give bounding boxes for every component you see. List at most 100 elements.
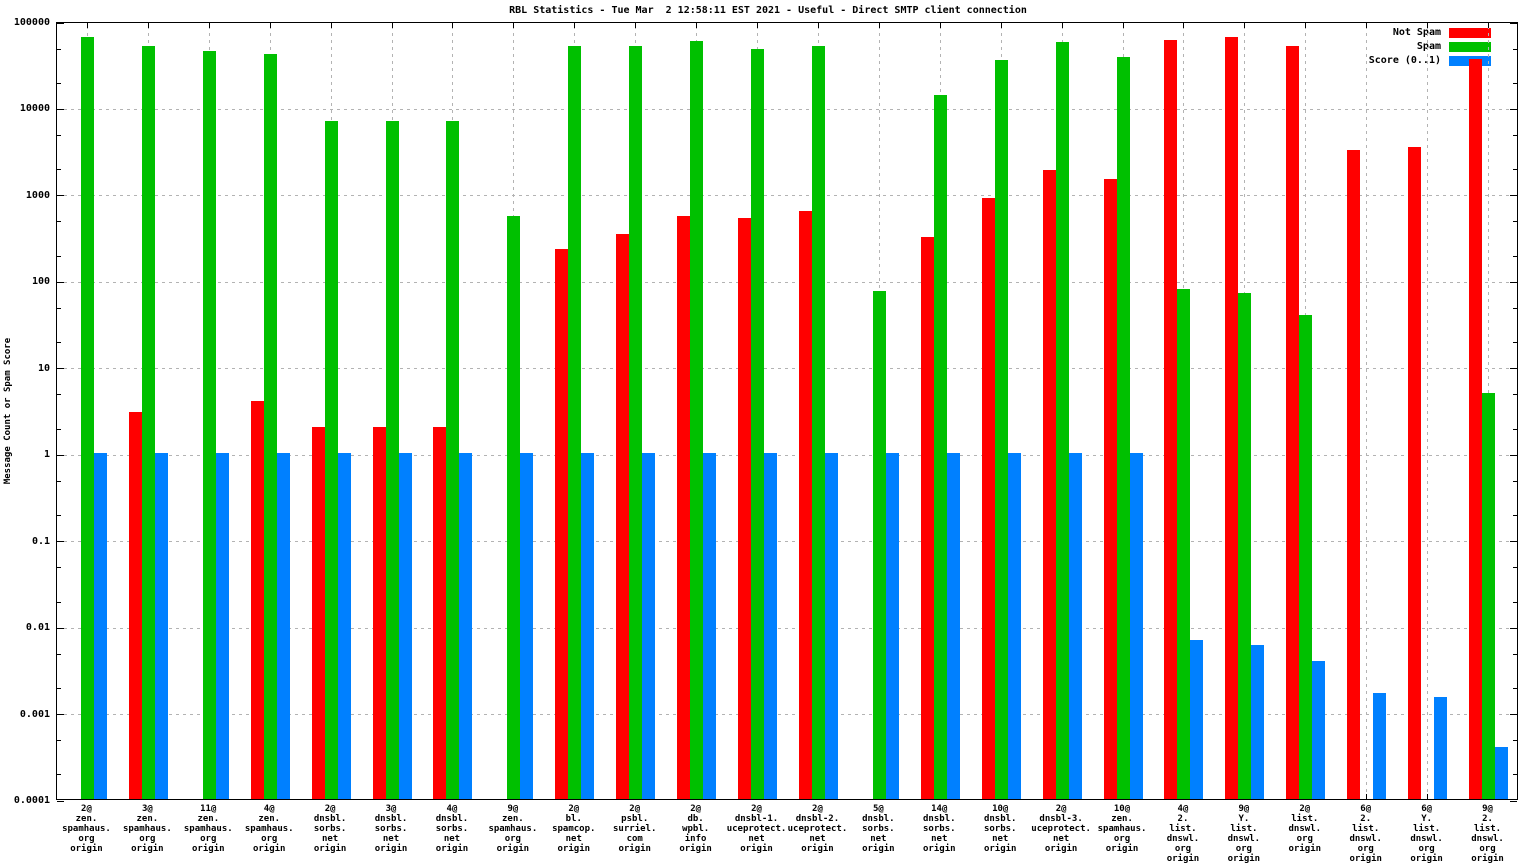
y-gridline: [57, 195, 1517, 197]
y-minor-tick: [1513, 134, 1517, 136]
y-minor-tick: [57, 255, 61, 257]
y-minor-tick: [57, 515, 61, 517]
x-category-label: 6@ Y. list. dnswl. org origin: [1410, 804, 1443, 864]
bar-score: [459, 453, 473, 799]
y-major-tick: [1510, 195, 1517, 197]
x-tick: [1366, 794, 1368, 799]
y-minor-tick: [1513, 394, 1517, 396]
x-tick: [817, 23, 819, 28]
bar-spam: [872, 291, 886, 799]
bar-score: [1007, 453, 1021, 799]
x-tick: [330, 23, 332, 28]
y-major-tick: [57, 22, 64, 24]
bar-spam: [933, 94, 947, 799]
y-gridline: [57, 281, 1517, 283]
y-minor-tick: [57, 480, 61, 482]
y-minor-tick: [1513, 688, 1517, 690]
bar-score: [93, 453, 107, 799]
bar-not-spam: [1225, 37, 1239, 799]
y-tick-label: 100: [31, 276, 50, 288]
y-tick-label: 0.1: [31, 535, 50, 547]
bar-score: [1434, 697, 1448, 799]
bar-spam: [1055, 42, 1069, 799]
legend-swatch-not-spam: [1449, 27, 1491, 38]
legend-label-not-spam: Not Spam: [1392, 27, 1441, 38]
bar-not-spam: [1347, 150, 1361, 799]
bar-not-spam: [1164, 40, 1178, 799]
x-category-label: 3@ zen. spamhaus. org origin: [122, 804, 172, 854]
bar-score: [1068, 453, 1082, 799]
y-tick-label: 10000: [19, 103, 50, 115]
x-category-label: 2@ zen. spamhaus. org origin: [62, 804, 111, 854]
y-major-tick: [57, 541, 64, 543]
y-minor-tick: [1513, 601, 1517, 603]
y-major-tick: [1510, 714, 1517, 716]
x-tick: [147, 23, 149, 28]
bar-score: [703, 453, 717, 799]
x-tick: [1305, 23, 1307, 28]
x-tick: [1366, 23, 1368, 28]
y-axis-label: Message Count or Spam Score: [3, 337, 13, 485]
x-tick: [1183, 23, 1185, 28]
y-minor-tick: [1513, 169, 1517, 171]
x-category-label: 11@ zen. spamhaus. org origin: [183, 804, 233, 854]
y-minor-tick: [57, 134, 61, 136]
x-tick: [635, 23, 637, 28]
y-gridline: [57, 454, 1517, 456]
y-major-tick: [1510, 22, 1517, 24]
bar-score: [642, 453, 656, 799]
bar-spam: [811, 45, 825, 799]
bar-spam: [507, 216, 521, 799]
bar-score: [215, 453, 229, 799]
y-major-tick: [1510, 800, 1517, 802]
legend-label-spam: Spam: [1416, 41, 1441, 52]
bar-spam: [202, 50, 216, 799]
x-category-label: 5@ dnsbl. sorbs. net origin: [862, 804, 895, 854]
x-category-label: 2@ list. dnswl. org origin: [1288, 804, 1322, 854]
bar-spam: [994, 60, 1008, 799]
x-gridline: [1366, 23, 1368, 799]
bar-score: [764, 453, 778, 799]
y-minor-tick: [1513, 221, 1517, 223]
bar-not-spam: [1042, 169, 1056, 799]
y-tick-label: 100000: [13, 17, 50, 28]
bar-spam: [1116, 57, 1130, 799]
y-major-tick: [1510, 368, 1517, 370]
x-category-label: 10@ zen. spamhaus. org origin: [1097, 804, 1147, 854]
legend-label-score: Score (0..1): [1368, 55, 1441, 66]
y-minor-tick: [57, 774, 61, 776]
bar-spam: [80, 37, 94, 799]
y-tick-label: 0.0001: [13, 795, 50, 806]
bar-not-spam: [1103, 178, 1117, 799]
bar-score: [1312, 660, 1326, 799]
bar-spam: [385, 120, 399, 799]
bar-not-spam: [250, 401, 264, 799]
bar-not-spam: [981, 197, 995, 799]
y-major-tick: [1510, 541, 1517, 543]
y-minor-tick: [1513, 653, 1517, 655]
bar-spam: [1482, 392, 1496, 799]
bar-not-spam: [677, 216, 691, 799]
y-minor-tick: [57, 82, 61, 84]
bar-not-spam: [433, 427, 447, 799]
x-category-label: 10@ dnsbl. sorbs. net origin: [983, 804, 1017, 854]
x-tick: [452, 23, 454, 28]
bar-spam: [446, 120, 460, 799]
y-minor-tick: [57, 428, 61, 430]
y-major-tick: [57, 368, 64, 370]
y-tick-label: 10: [37, 362, 50, 374]
x-tick: [1000, 23, 1002, 28]
bar-score: [276, 453, 290, 799]
x-gridline: [1427, 23, 1429, 799]
y-minor-tick: [1513, 480, 1517, 482]
x-category-label: 6@ 2. list. dnswl. org origin: [1349, 804, 1382, 864]
x-tick: [1427, 794, 1429, 799]
y-minor-tick: [1513, 48, 1517, 50]
bar-score: [337, 453, 351, 799]
y-major-tick: [57, 108, 64, 110]
x-category-label: 2@ dnsbl-3. uceprotect. net origin: [1031, 804, 1091, 854]
bar-score: [1495, 746, 1509, 799]
x-category-label: 2@ dnsbl. sorbs. net origin: [313, 804, 347, 854]
y-minor-tick: [57, 307, 61, 309]
